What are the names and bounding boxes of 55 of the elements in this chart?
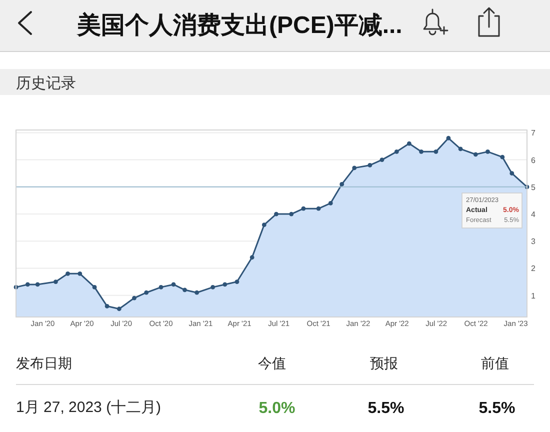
point	[500, 154, 505, 160]
point	[171, 282, 176, 287]
text: 预报	[370, 355, 398, 371]
point	[158, 284, 164, 290]
point	[144, 290, 149, 295]
point	[510, 171, 514, 176]
point	[289, 212, 294, 216]
text: 发布日期	[16, 355, 72, 371]
point	[328, 200, 333, 206]
y-tick-label: 5	[531, 182, 536, 192]
text: 今值	[258, 355, 286, 371]
point	[406, 141, 412, 146]
point	[434, 149, 438, 154]
text: 1月 27, 2023 (十二月)	[16, 399, 162, 416]
text: 5.5%	[478, 400, 516, 417]
point	[340, 182, 344, 186]
point	[368, 163, 372, 168]
point	[92, 284, 97, 290]
y-tick-label: 6	[531, 156, 536, 165]
point	[234, 280, 240, 284]
chart-subtitle: 历史记录	[16, 75, 76, 92]
chart-title: 美国个人消费支出(PCE)平减...	[76, 11, 402, 39]
point	[132, 296, 136, 300]
point	[380, 158, 384, 162]
point	[54, 280, 58, 284]
y-tick-label: 7	[531, 128, 536, 138]
point	[419, 149, 424, 154]
point	[486, 149, 490, 154]
text: 5.0%	[258, 400, 296, 417]
point	[394, 149, 399, 154]
point	[210, 284, 216, 290]
point	[250, 255, 254, 260]
point	[262, 222, 266, 228]
point	[35, 282, 40, 287]
point	[316, 206, 321, 211]
point	[274, 212, 278, 216]
point	[222, 282, 228, 287]
point	[301, 206, 306, 211]
y-tick-label: 2	[531, 264, 536, 274]
text: 5.5%	[368, 400, 404, 417]
point	[194, 290, 200, 295]
point	[446, 136, 451, 140]
point	[458, 146, 463, 152]
point	[473, 152, 478, 157]
point	[78, 271, 82, 276]
point	[352, 166, 357, 170]
point	[66, 271, 70, 276]
point	[116, 306, 122, 312]
point	[104, 304, 110, 308]
y-tick-label: 1	[531, 291, 536, 300]
y-tick-label: 4	[531, 210, 536, 220]
y-tick-label: 3	[531, 237, 536, 246]
point	[182, 288, 187, 292]
text: 前值	[481, 355, 509, 371]
point	[25, 282, 30, 287]
